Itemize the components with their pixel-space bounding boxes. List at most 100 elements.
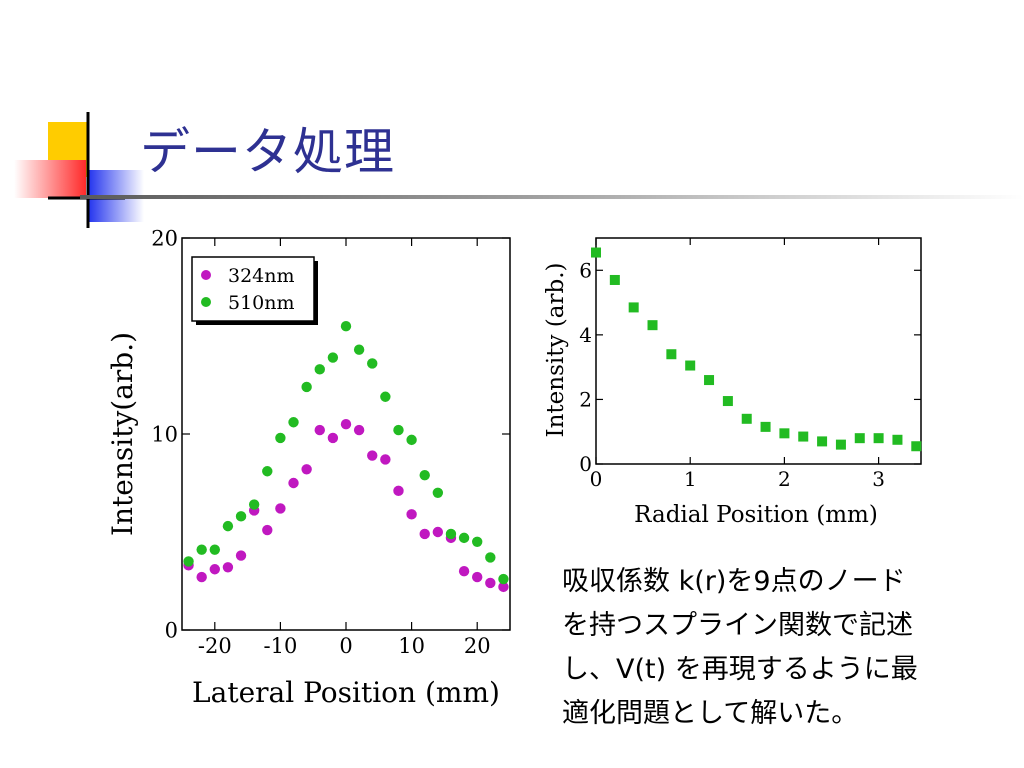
data-point-series-0 [779, 428, 790, 439]
data-point-324nm [275, 503, 286, 514]
data-point-510nm [327, 352, 339, 363]
data-point-series-0 [760, 421, 771, 432]
lateral-intensity-chart: -20 -10 0 10 20 0 10 20 324nm 510nm Lateral Pos… [106, 226, 511, 709]
data-point-510nm [432, 487, 444, 498]
data-point-series-0 [892, 434, 903, 445]
x-tick-label: 2 [778, 467, 791, 491]
y-tick-label: 0 [165, 618, 178, 642]
x-tick-label: 10 [398, 634, 425, 658]
data-point-510nm [393, 424, 404, 436]
data-point-series-0 [666, 349, 677, 360]
data-point-324nm [472, 571, 483, 583]
data-point-324nm [380, 454, 391, 465]
data-point-324nm [288, 477, 299, 489]
data-point-510nm [235, 511, 247, 522]
data-point-510nm [419, 469, 430, 481]
description-line: 適化問題として解いた。 [562, 698, 859, 729]
legend-marker-510nm [201, 297, 211, 307]
data-point-510nm [458, 532, 470, 544]
data-point-324nm [458, 566, 470, 577]
data-point-324nm [406, 509, 417, 520]
data-point-series-0 [835, 439, 846, 450]
data-point-324nm [301, 464, 312, 475]
data-point-510nm [340, 321, 352, 332]
data-point-324nm [314, 424, 325, 436]
y-tick-label: 4 [579, 323, 592, 347]
data-point-510nm [248, 499, 260, 510]
description-line: し、V(t) を再現するように最 [562, 654, 918, 685]
data-point-324nm [353, 424, 365, 436]
data-point-324nm [485, 577, 496, 589]
data-point-510nm [472, 536, 483, 547]
x-tick-label: -20 [198, 634, 232, 658]
y-axis-label: Intensity(arb.) [106, 332, 139, 536]
data-point-series-0 [741, 413, 752, 424]
data-point-324nm [419, 528, 430, 540]
description-line: 吸収係数 k(r)を9点のノード [562, 566, 906, 597]
data-point-series-0 [609, 274, 620, 285]
data-point-324nm [393, 485, 404, 497]
data-point-series-0 [704, 375, 715, 386]
data-point-324nm [498, 581, 509, 593]
legend: 324nm 510nm [191, 256, 318, 325]
data-point-324nm [432, 526, 444, 538]
y-tick-label: 0 [579, 452, 592, 476]
data-point-series-0 [798, 431, 809, 442]
data-point-510nm [301, 381, 312, 393]
data-point-510nm [222, 520, 234, 532]
data-point-510nm [498, 573, 509, 585]
x-tick-label: 0 [590, 467, 603, 491]
data-point-510nm [262, 466, 273, 477]
x-axis-label: Radial Position (mm) [634, 502, 878, 528]
data-point-series-0 [854, 433, 865, 444]
data-point-324nm [340, 419, 352, 430]
data-point-510nm [353, 344, 365, 355]
data-point-324nm [327, 432, 339, 444]
slide-title: データ処理 [140, 123, 395, 181]
data-point-series-0 [591, 247, 601, 258]
legend-label-510nm: 510nm [228, 292, 295, 314]
legend-box [191, 256, 315, 322]
data-point-510nm [209, 544, 220, 555]
data-point-510nm [406, 434, 417, 446]
data-point-series-0 [911, 441, 922, 452]
data-point-510nm [183, 556, 194, 567]
data-point-324nm [222, 562, 234, 573]
data-point-series-0 [685, 360, 696, 371]
y-tick-label: 10 [151, 422, 178, 446]
x-tick-label: 0 [339, 634, 352, 658]
data-point-series-0 [817, 436, 828, 447]
x-tick-label: -10 [263, 634, 297, 658]
data-point-510nm [485, 552, 496, 563]
data-point-510nm [380, 391, 391, 402]
data-point-series-0 [873, 433, 884, 444]
data-point-series-0 [647, 320, 658, 331]
y-tick-label: 20 [151, 226, 178, 250]
deco-red-bar [14, 160, 86, 198]
data-point-510nm [196, 544, 207, 555]
data-point-510nm [275, 432, 286, 444]
data-point-324nm [262, 524, 273, 536]
data-point-510nm [314, 364, 325, 375]
x-tick-label: 1 [684, 467, 697, 491]
data-point-series-0 [722, 396, 733, 407]
data-point-510nm [367, 358, 378, 369]
legend-label-324nm: 324nm [228, 265, 295, 287]
x-tick-label: 3 [872, 467, 885, 491]
x-axis-label: Lateral Position (mm) [192, 676, 500, 709]
x-tick-label: 20 [464, 634, 491, 658]
y-tick-label: 2 [579, 387, 592, 411]
legend-marker-324nm [201, 270, 211, 280]
title-underline [80, 195, 1024, 199]
data-point-324nm [235, 550, 247, 561]
y-tick-label: 6 [579, 258, 592, 282]
data-point-510nm [288, 417, 299, 428]
y-axis-label: Intensity (arb.) [543, 263, 569, 438]
data-point-series-0 [628, 302, 639, 313]
data-point-324nm [367, 450, 378, 461]
radial-intensity-chart: 0 1 2 3 0 2 4 6 Radial Position (mm) Intensity … [543, 237, 922, 528]
data-point-510nm [445, 528, 457, 540]
description-text: 吸収係数 k(r)を9点のノード を持つスプライン関数で記述 し、V(t) を再… [562, 560, 1002, 736]
data-point-324nm [196, 571, 207, 583]
data-point-324nm [209, 564, 220, 575]
